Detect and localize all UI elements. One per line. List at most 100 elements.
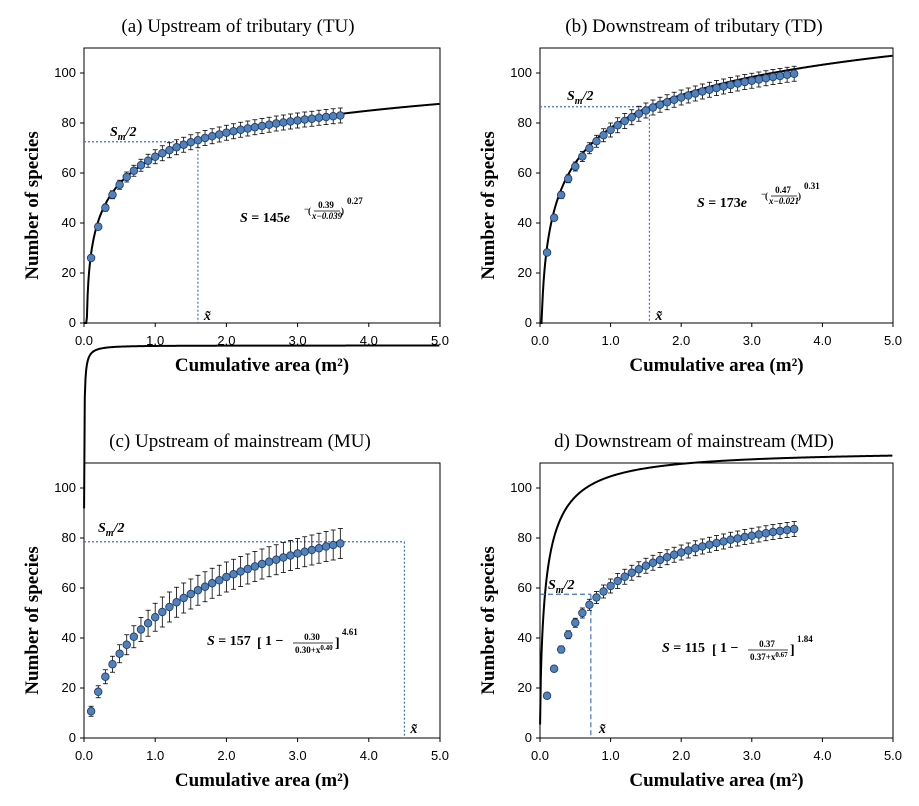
y-tick-label: 20 bbox=[62, 680, 76, 695]
x-tick-label: 3.0 bbox=[289, 748, 307, 763]
data-point bbox=[229, 127, 238, 136]
y-tick-label: 40 bbox=[518, 630, 532, 645]
data-point bbox=[761, 74, 771, 83]
data-point bbox=[150, 152, 160, 161]
fitted-curve bbox=[83, 344, 440, 509]
x-tick-label: 1.0 bbox=[146, 333, 164, 348]
equation-num: 0.39 bbox=[318, 200, 334, 210]
y-tick-label: 40 bbox=[518, 215, 532, 230]
data-point bbox=[250, 562, 260, 571]
y-tick-label: 100 bbox=[510, 480, 532, 495]
equation-s: S bbox=[240, 211, 248, 226]
sm-subscript: m bbox=[118, 132, 126, 143]
data-point bbox=[307, 114, 317, 123]
data-point bbox=[115, 649, 124, 658]
data-point bbox=[613, 121, 622, 130]
data-point bbox=[677, 93, 686, 102]
chart-title: (b) Downstream of tributary (TD) bbox=[565, 16, 822, 37]
data-point bbox=[705, 540, 714, 549]
half-richness-label: Sm/2 bbox=[110, 125, 136, 143]
data-point bbox=[279, 118, 288, 127]
data-point bbox=[754, 530, 764, 539]
data-point bbox=[606, 125, 615, 135]
x-tick-label: 2.0 bbox=[672, 333, 690, 348]
y-tick-label: 0 bbox=[525, 315, 532, 330]
data-point bbox=[740, 532, 749, 542]
equation-equals: = bbox=[215, 634, 230, 649]
x-tick-label: 5.0 bbox=[884, 748, 902, 763]
data-point bbox=[789, 524, 799, 534]
data-point bbox=[165, 602, 174, 612]
median-area-label: x̃ bbox=[598, 722, 606, 737]
data-point bbox=[122, 640, 131, 649]
plot-frame bbox=[83, 47, 441, 324]
data-point bbox=[243, 124, 252, 133]
data-point bbox=[158, 607, 167, 617]
data-point bbox=[775, 71, 785, 81]
equation-paren-open: ( bbox=[765, 191, 768, 201]
data-point bbox=[747, 76, 756, 85]
x-tick-label: 4.0 bbox=[360, 748, 378, 763]
y-tick-label: 100 bbox=[54, 65, 76, 80]
x-tick-label: 3.0 bbox=[289, 333, 307, 348]
y-tick-label: 60 bbox=[62, 580, 76, 595]
data-point bbox=[86, 253, 96, 263]
y-axis-label: Number of species bbox=[22, 546, 43, 694]
fitted-curve bbox=[539, 454, 893, 725]
data-point bbox=[193, 586, 203, 595]
equation-main: S = 173e bbox=[697, 196, 747, 211]
equation-one: 1 − bbox=[720, 641, 739, 656]
data-point bbox=[172, 598, 181, 607]
y-tick-label: 80 bbox=[518, 115, 532, 130]
data-point bbox=[215, 130, 224, 139]
equation-den: 0.37+x0.67 bbox=[750, 651, 788, 662]
data-point bbox=[726, 535, 735, 544]
data-point bbox=[585, 600, 594, 609]
equation-bracket-open: [ bbox=[712, 643, 717, 658]
equation-exp: 4.61 bbox=[342, 627, 358, 637]
data-point bbox=[669, 550, 679, 559]
data-point bbox=[747, 531, 756, 540]
data-point bbox=[122, 172, 131, 182]
data-point bbox=[143, 619, 153, 628]
half-richness-label: Sm/2 bbox=[567, 89, 593, 107]
data-point bbox=[669, 95, 679, 104]
data-point bbox=[634, 109, 644, 118]
plot-frame bbox=[539, 47, 894, 324]
x-tick-label: 0.0 bbox=[531, 333, 549, 348]
y-tick-label: 40 bbox=[62, 215, 76, 230]
median-area-label: x̃ bbox=[654, 309, 662, 324]
y-tick-label: 100 bbox=[54, 480, 76, 495]
equation-main: S = 145e bbox=[240, 211, 290, 226]
data-point bbox=[136, 161, 146, 170]
equation-base: e bbox=[284, 211, 290, 226]
data-point bbox=[620, 116, 629, 126]
y-axis-label: Number of species bbox=[478, 131, 499, 279]
equation-den: x−0.021 bbox=[768, 196, 799, 206]
data-point bbox=[193, 136, 203, 145]
data-point bbox=[592, 593, 601, 602]
data-point bbox=[179, 593, 188, 603]
data-point bbox=[684, 546, 693, 555]
equation-num: 0.37 bbox=[759, 639, 775, 649]
x-axis-label: Cumulative area (m²) bbox=[175, 770, 349, 791]
sm-subscript: m bbox=[575, 96, 583, 107]
x-tick-label: 0.0 bbox=[531, 748, 549, 763]
sm-symbol: S bbox=[110, 125, 118, 140]
y-tick-label: 20 bbox=[62, 265, 76, 280]
equation-neg: − bbox=[761, 189, 766, 199]
fit-equation: S = 173e −(0.47x−0.021)0.31 bbox=[697, 181, 820, 211]
data-point bbox=[684, 91, 693, 100]
data-point bbox=[556, 645, 566, 654]
equation-bracket-open: [ bbox=[257, 636, 262, 651]
equation-bracket-close: ] bbox=[335, 636, 340, 651]
y-tick-label: 60 bbox=[518, 165, 532, 180]
equation-exp: 1.84 bbox=[797, 634, 813, 644]
data-point bbox=[179, 140, 188, 149]
x-tick-label: 3.0 bbox=[743, 748, 761, 763]
data-point bbox=[662, 98, 672, 107]
data-point bbox=[733, 79, 742, 88]
sm-symbol: S bbox=[567, 89, 575, 104]
chart-panel-1: (b) Downstream of tributary (TD) 0 20 40 60 8… bbox=[478, 16, 902, 376]
